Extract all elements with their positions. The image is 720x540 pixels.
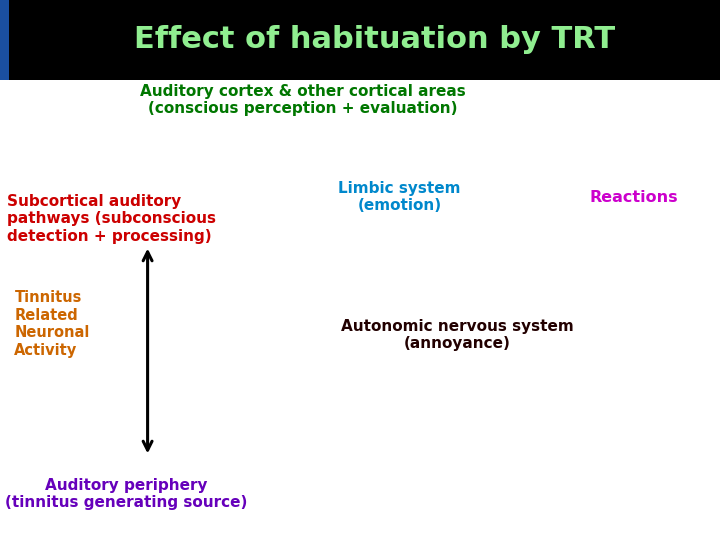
- Text: Auditory periphery
(tinnitus generating source): Auditory periphery (tinnitus generating …: [5, 478, 247, 510]
- Text: Effect of habituation by TRT: Effect of habituation by TRT: [134, 25, 615, 55]
- FancyBboxPatch shape: [0, 0, 720, 80]
- FancyBboxPatch shape: [0, 0, 9, 80]
- Text: Tinnitus
Related
Neuronal
Activity: Tinnitus Related Neuronal Activity: [14, 291, 90, 357]
- Text: Auditory cortex & other cortical areas
(conscious perception + evaluation): Auditory cortex & other cortical areas (…: [140, 84, 465, 116]
- Text: Autonomic nervous system
(annoyance): Autonomic nervous system (annoyance): [341, 319, 574, 351]
- Text: Reactions: Reactions: [589, 190, 678, 205]
- Text: Subcortical auditory
pathways (subconscious
detection + processing): Subcortical auditory pathways (subconsci…: [7, 194, 216, 244]
- Text: Limbic system
(emotion): Limbic system (emotion): [338, 181, 461, 213]
